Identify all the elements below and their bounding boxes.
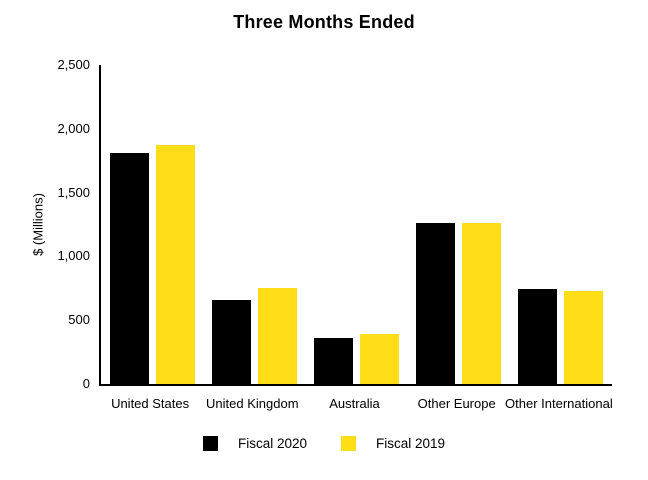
bar-fiscal-2019-other-international	[564, 290, 604, 384]
legend-swatch-icon	[202, 436, 218, 451]
y-tick-label: 2,500	[57, 57, 90, 72]
legend-item-fiscal-2019: Fiscal 2019	[341, 436, 445, 451]
bar-fiscal-2020-australia	[314, 338, 353, 384]
y-tick-label: 500	[68, 312, 90, 328]
legend-label: Fiscal 2020	[237, 436, 307, 451]
y-axis-title: $ (Millions)	[30, 193, 46, 256]
y-tick-label: 1,500	[57, 184, 90, 200]
bar-fiscal-2019-united-kingdom	[257, 288, 297, 384]
x-axis-label-united-states: United States	[111, 396, 190, 411]
bar-fiscal-2020-other-europe	[416, 222, 456, 384]
chart-title: Three Months Ended	[233, 12, 415, 32]
bar-fiscal-2019-other-europe	[462, 222, 502, 384]
y-tick-label: 2,000	[57, 120, 90, 136]
y-tick-label: 0	[82, 376, 90, 391]
bar-fiscal-2019-australia	[360, 334, 399, 384]
legend-label: Fiscal 2019	[376, 436, 446, 451]
x-axis-label-australia: Australia	[329, 396, 380, 411]
bar-fiscal-2020-united-states	[109, 153, 149, 384]
legend: Fiscal 2020 Fiscal 2019	[0, 436, 648, 451]
bar-fiscal-2020-other-international	[518, 288, 558, 384]
bar-fiscal-2019-united-states	[155, 145, 195, 384]
x-axis-label-other-europe: Other Europe	[417, 396, 496, 411]
legend-swatch-icon	[341, 436, 356, 451]
y-tick-label: 1,000	[57, 248, 90, 264]
x-axis-labels: United States United Kingdom Australia Othe…	[99, 396, 613, 414]
bar-fiscal-2020-united-kingdom	[211, 299, 251, 384]
x-axis-label-other-international: Other International	[505, 396, 613, 411]
plot-area	[99, 65, 612, 386]
x-axis-label-united-kingdom: United Kingdom	[206, 396, 299, 411]
legend-item-fiscal-2020: Fiscal 2020	[202, 436, 307, 451]
